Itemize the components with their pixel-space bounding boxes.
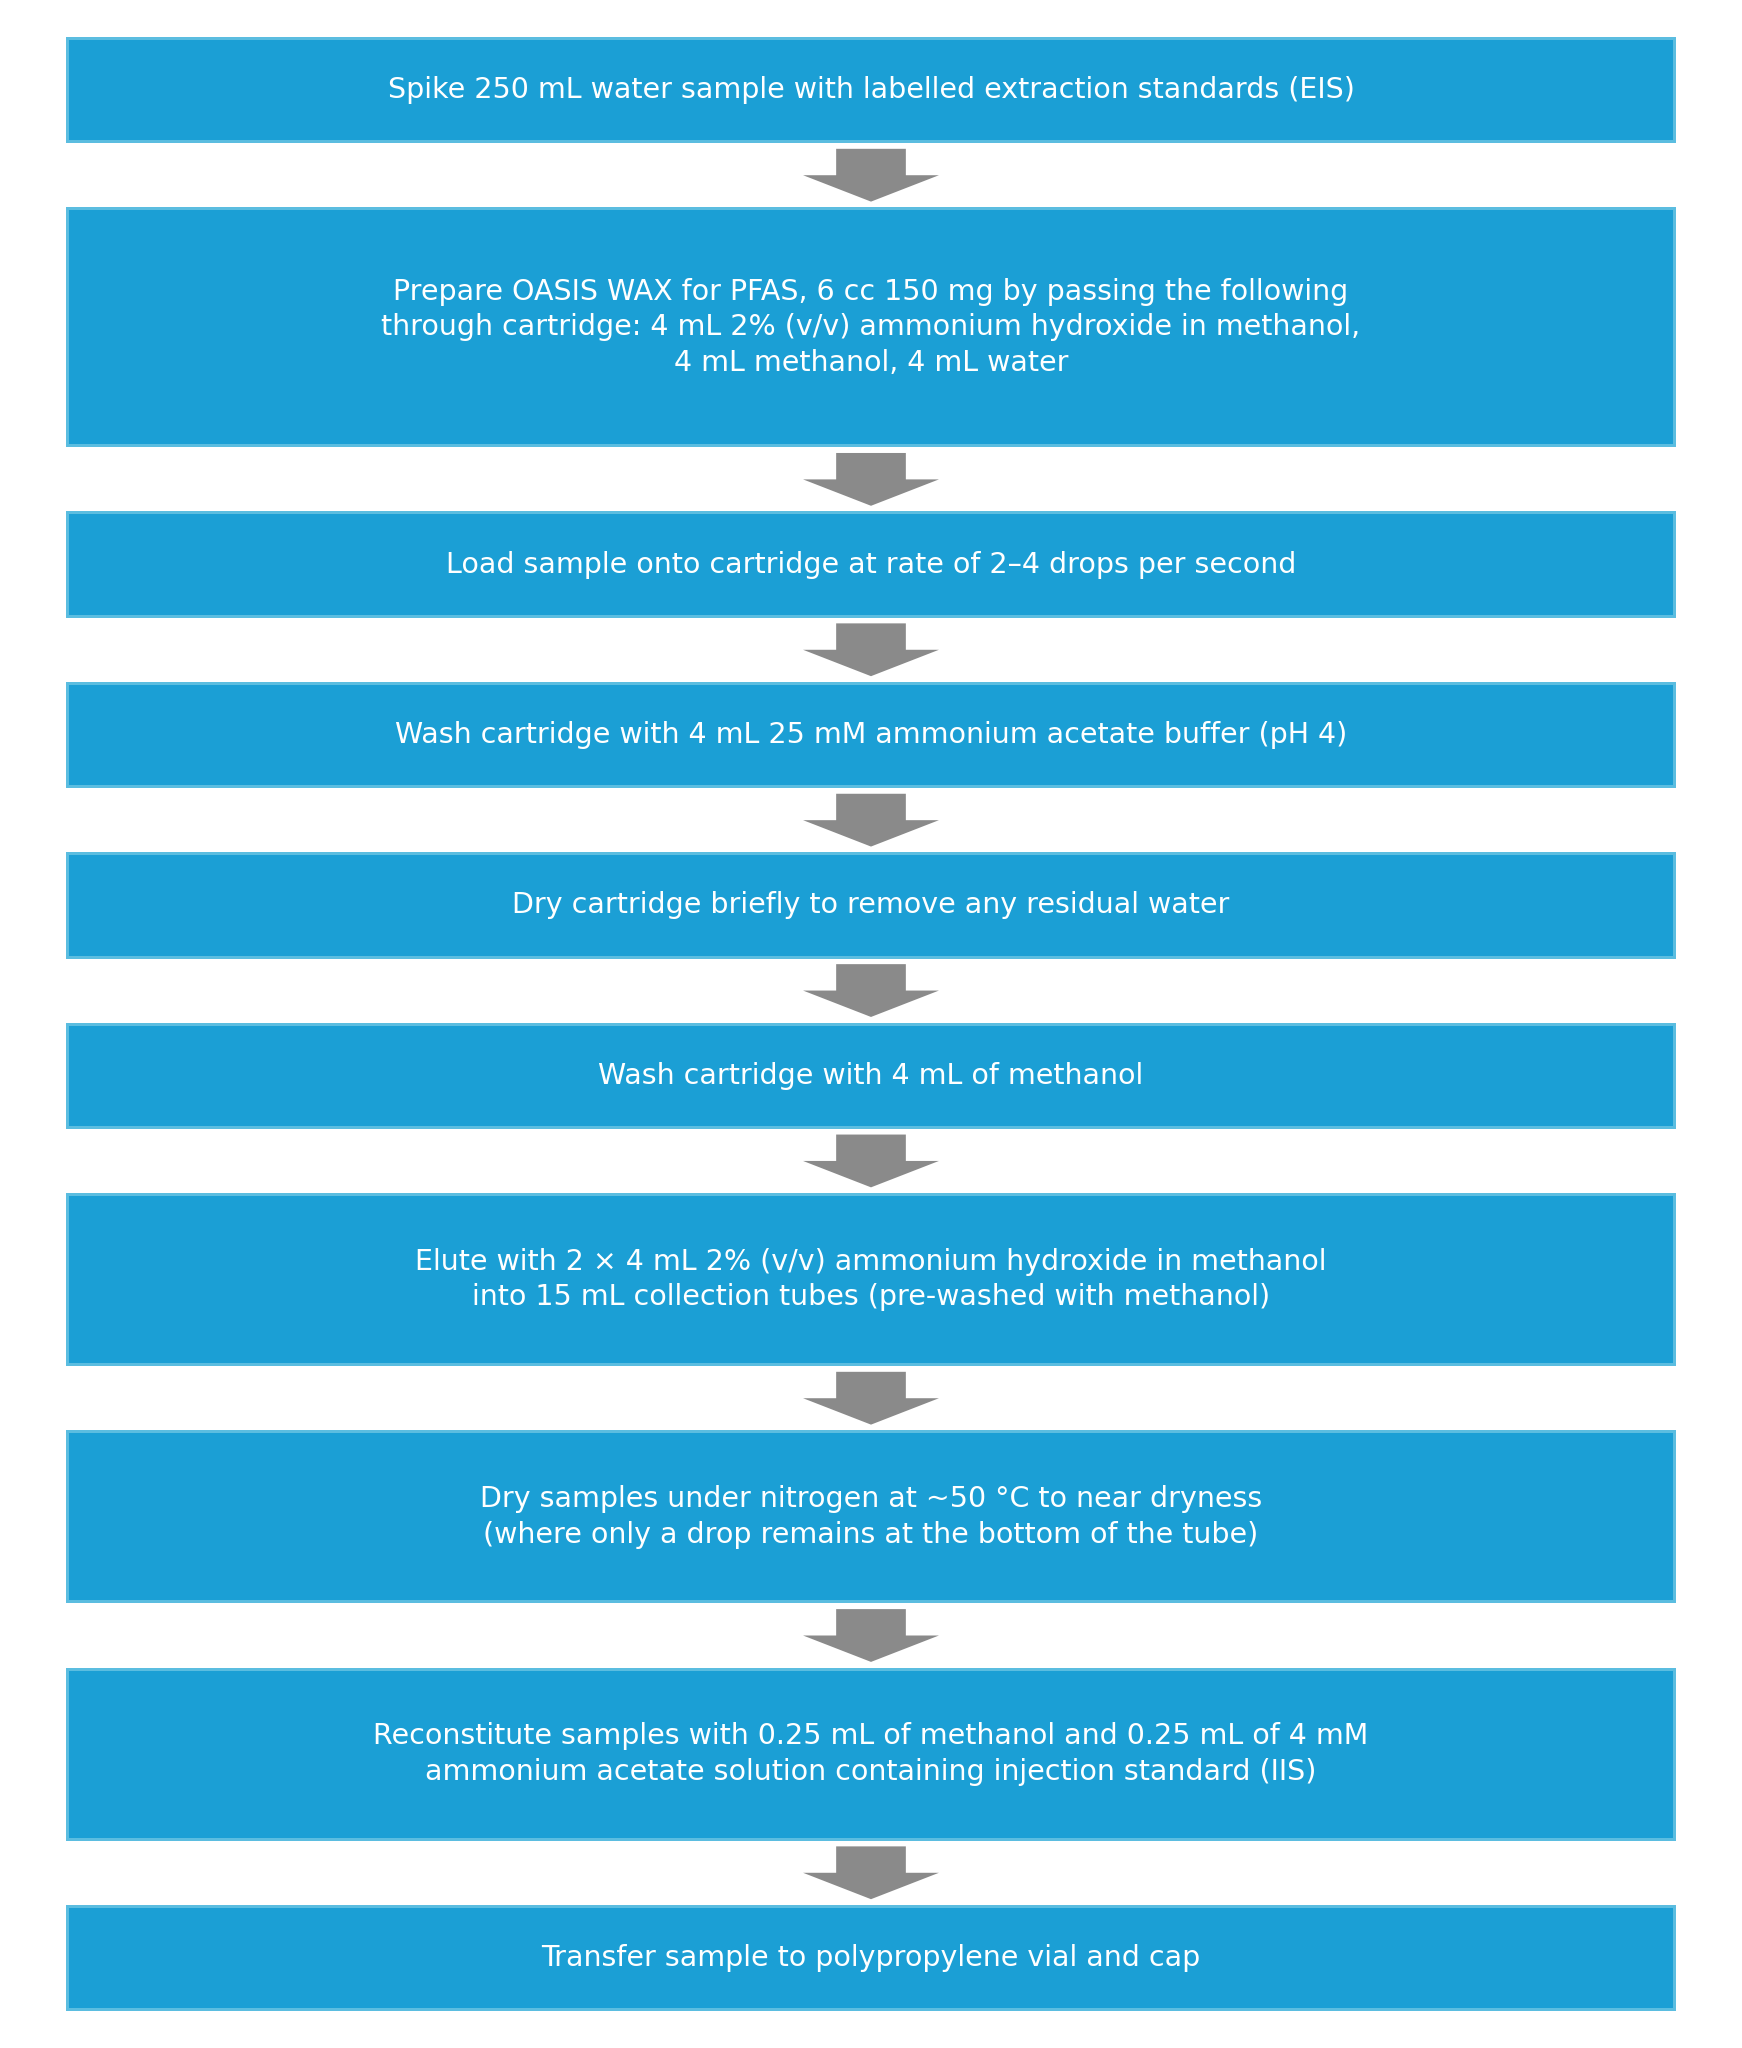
Bar bbox=[70, 1909, 1672, 2009]
Bar bbox=[70, 1671, 1672, 1837]
Text: Transfer sample to polypropylene vial and cap: Transfer sample to polypropylene vial an… bbox=[542, 1944, 1200, 1972]
Polygon shape bbox=[803, 453, 939, 506]
Polygon shape bbox=[803, 795, 939, 846]
Polygon shape bbox=[803, 1135, 939, 1188]
Text: Load sample onto cartridge at rate of 2–4 drops per second: Load sample onto cartridge at rate of 2–… bbox=[446, 551, 1296, 580]
Polygon shape bbox=[803, 623, 939, 676]
Bar bbox=[66, 207, 1676, 446]
Polygon shape bbox=[803, 1610, 939, 1661]
Bar bbox=[70, 1434, 1672, 1599]
Polygon shape bbox=[803, 1372, 939, 1425]
Bar bbox=[70, 211, 1672, 444]
Polygon shape bbox=[803, 1847, 939, 1898]
Text: Prepare OASIS WAX for PFAS, 6 cc 150 mg by passing the following
through cartrid: Prepare OASIS WAX for PFAS, 6 cc 150 mg … bbox=[381, 279, 1361, 377]
Bar bbox=[66, 1667, 1676, 1841]
Bar bbox=[70, 39, 1672, 139]
Bar bbox=[70, 856, 1672, 956]
Bar bbox=[70, 684, 1672, 784]
Bar bbox=[66, 852, 1676, 958]
Text: Spike 250 mL water sample with labelled extraction standards (EIS): Spike 250 mL water sample with labelled … bbox=[387, 76, 1355, 104]
Bar bbox=[66, 1022, 1676, 1128]
Bar bbox=[70, 1026, 1672, 1126]
Text: Reconstitute samples with 0.25 mL of methanol and 0.25 mL of 4 mM
ammonium aceta: Reconstitute samples with 0.25 mL of met… bbox=[373, 1722, 1369, 1786]
Polygon shape bbox=[803, 150, 939, 201]
Bar bbox=[70, 1196, 1672, 1364]
Bar bbox=[66, 512, 1676, 618]
Bar bbox=[70, 514, 1672, 614]
Bar bbox=[66, 1905, 1676, 2011]
Bar bbox=[66, 37, 1676, 143]
Bar bbox=[66, 1430, 1676, 1604]
Text: Wash cartridge with 4 mL of methanol: Wash cartridge with 4 mL of methanol bbox=[598, 1061, 1144, 1090]
Text: Elute with 2 × 4 mL 2% (v/v) ammonium hydroxide in methanol
into 15 mL collectio: Elute with 2 × 4 mL 2% (v/v) ammonium hy… bbox=[415, 1247, 1327, 1311]
Bar bbox=[66, 682, 1676, 788]
Text: Dry samples under nitrogen at ~50 °C to near dryness
(where only a drop remains : Dry samples under nitrogen at ~50 °C to … bbox=[479, 1485, 1263, 1548]
Polygon shape bbox=[803, 965, 939, 1018]
Text: Wash cartridge with 4 mL 25 mM ammonium acetate buffer (pH 4): Wash cartridge with 4 mL 25 mM ammonium … bbox=[395, 721, 1347, 750]
Text: Dry cartridge briefly to remove any residual water: Dry cartridge briefly to remove any resi… bbox=[512, 891, 1230, 920]
Bar bbox=[66, 1194, 1676, 1366]
